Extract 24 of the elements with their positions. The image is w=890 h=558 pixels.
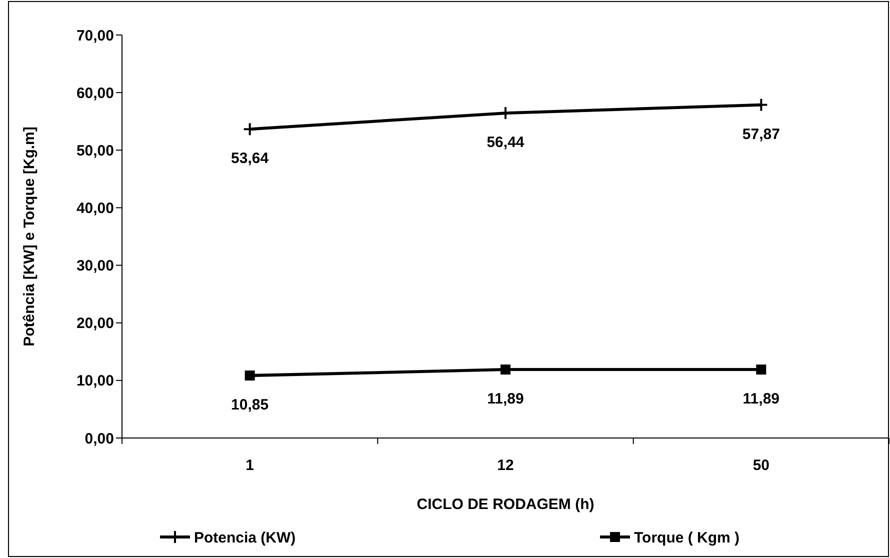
y-tick-label: 70,00 [76, 27, 114, 44]
point [756, 364, 766, 375]
x-tick-label: 1 [246, 457, 254, 474]
y-tick-label: 50,00 [76, 142, 114, 160]
legend-label: Torque ( Kgm ) [634, 529, 740, 546]
x-tick-label: 50 [752, 457, 770, 474]
data-label: 11,89 [742, 390, 780, 408]
x-tick-label: 12 [497, 457, 514, 474]
data-label: 11,89 [487, 390, 524, 408]
data-label: 57,87 [742, 126, 780, 143]
y-tick-label: 20,00 [76, 315, 114, 332]
y-tick-label: 10,00 [76, 372, 114, 390]
legend-label: Potencia (KW) [194, 529, 296, 546]
y-tick-label: 30,00 [76, 258, 114, 275]
y-tick-label: 0,00 [84, 430, 114, 448]
data-label: 53,64 [231, 150, 270, 168]
y-tick-label: 60,00 [76, 84, 114, 102]
point [500, 364, 510, 375]
y-axis-title: Potência [KW] e Torque [Kg.m] [21, 126, 38, 346]
point [244, 370, 255, 381]
y-tick-label: 40,00 [76, 200, 114, 217]
x-axis-title: CICLO DE RODAGEM (h) [416, 496, 594, 513]
data-label: 56,44 [486, 134, 525, 152]
data-label: 10,85 [231, 396, 269, 414]
